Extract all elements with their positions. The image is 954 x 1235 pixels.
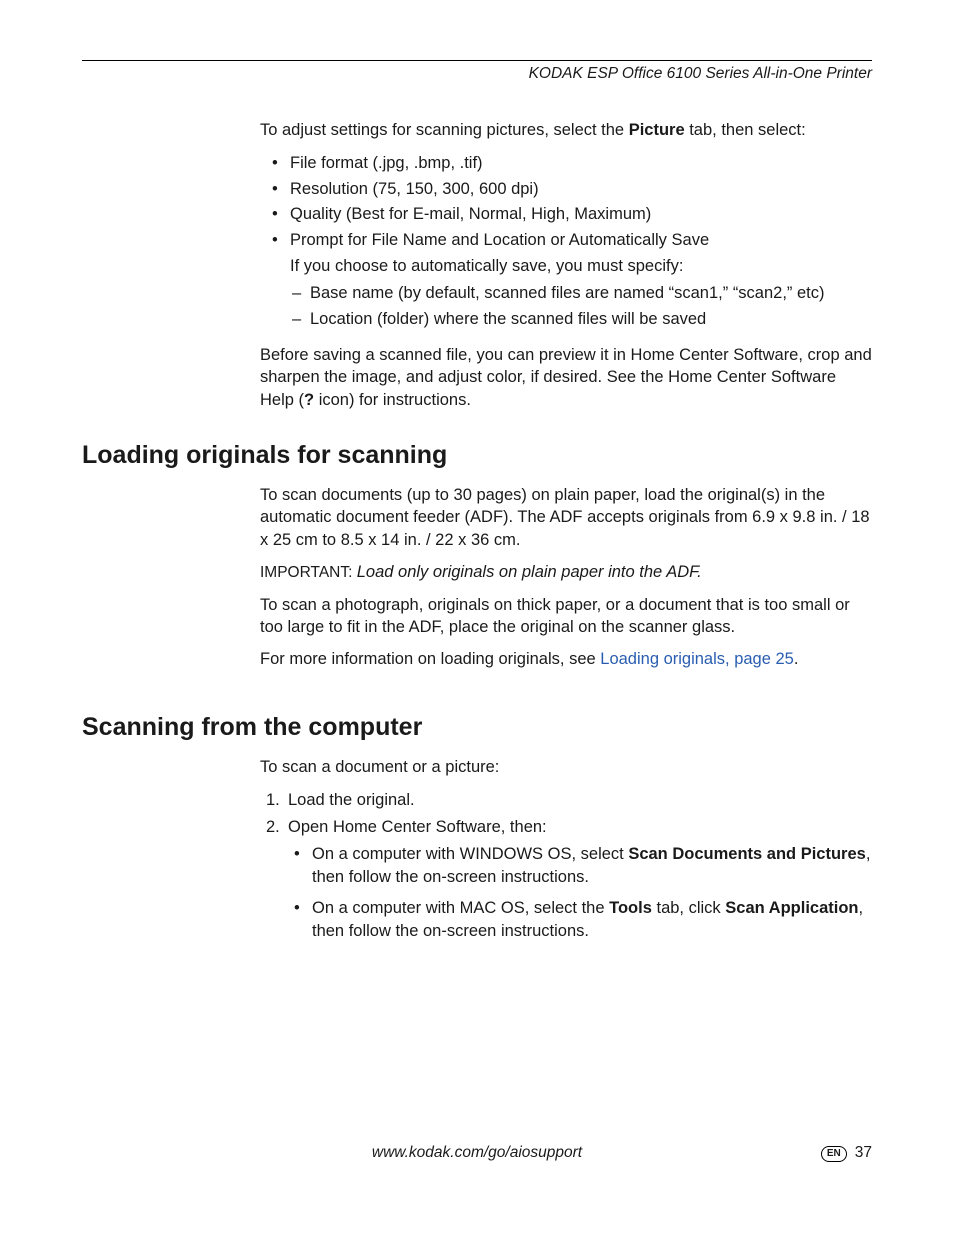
text: Prompt for File Name and Location or Aut… bbox=[290, 231, 709, 249]
list-item: File format (.jpg, .bmp, .tif) bbox=[290, 151, 872, 177]
list-item: On a computer with MAC OS, select the To… bbox=[312, 897, 872, 943]
text: On a computer with WINDOWS OS, select bbox=[312, 845, 628, 863]
scan-docs-label: Scan Documents and Pictures bbox=[628, 845, 866, 863]
tools-label: Tools bbox=[609, 899, 652, 917]
settings-list: File format (.jpg, .bmp, .tif) Resolutio… bbox=[260, 151, 872, 332]
header-title: KODAK ESP Office 6100 Series All-in-One … bbox=[82, 60, 872, 83]
sec1-important: IMPORTANT: Load only originals on plain … bbox=[260, 561, 872, 584]
footer-url: www.kodak.com/go/aiosupport bbox=[82, 1144, 872, 1162]
heading-scanning-computer: Scanning from the computer bbox=[82, 713, 872, 742]
text: On a computer with MAC OS, select the bbox=[312, 899, 609, 917]
sec1-p1: To scan documents (up to 30 pages) on pl… bbox=[260, 484, 872, 551]
sec1-p2: To scan a photograph, originals on thick… bbox=[260, 594, 872, 639]
text: tab, click bbox=[652, 899, 725, 917]
list-item: Resolution (75, 150, 300, 600 dpi) bbox=[290, 177, 872, 203]
important-label: IMPORTANT: bbox=[260, 564, 357, 581]
text: icon) for instructions. bbox=[314, 391, 471, 409]
scan-app-label: Scan Application bbox=[725, 899, 858, 917]
list-item: On a computer with WINDOWS OS, select Sc… bbox=[312, 843, 872, 889]
footer: www.kodak.com/go/aiosupport EN 37 bbox=[82, 1144, 872, 1162]
text: Open Home Center Software, then: bbox=[288, 818, 547, 836]
steps-list: Load the original. Open Home Center Soft… bbox=[260, 788, 872, 944]
list-item: Location (folder) where the scanned file… bbox=[310, 307, 872, 333]
page-number: 37 bbox=[855, 1144, 872, 1161]
text: tab, then select: bbox=[685, 121, 806, 139]
text: To adjust settings for scanning pictures… bbox=[260, 121, 629, 139]
important-text: Load only originals on plain paper into … bbox=[357, 563, 702, 581]
list-item: Prompt for File Name and Location or Aut… bbox=[290, 228, 872, 332]
lang-badge: EN bbox=[821, 1146, 847, 1162]
loading-originals-link[interactable]: Loading originals, page 25 bbox=[600, 650, 794, 668]
sec2-p1: To scan a document or a picture: bbox=[260, 756, 872, 778]
text: For more information on loading original… bbox=[260, 650, 600, 668]
list-item: Base name (by default, scanned files are… bbox=[310, 281, 872, 307]
page-content: KODAK ESP Office 6100 Series All-in-One … bbox=[82, 60, 872, 951]
list-item: Quality (Best for E-mail, Normal, High, … bbox=[290, 202, 872, 228]
text: . bbox=[794, 650, 799, 668]
list-item: Open Home Center Software, then: On a co… bbox=[278, 815, 872, 943]
picture-tab-label: Picture bbox=[629, 121, 685, 139]
list-item: Load the original. bbox=[278, 788, 872, 814]
footer-right: EN 37 bbox=[821, 1144, 872, 1162]
os-list: On a computer with WINDOWS OS, select Sc… bbox=[288, 843, 872, 943]
intro-p1: To adjust settings for scanning pictures… bbox=[260, 119, 872, 141]
sublist: Base name (by default, scanned files are… bbox=[290, 281, 872, 332]
heading-loading-originals: Loading originals for scanning bbox=[82, 441, 872, 470]
help-icon-label: ? bbox=[304, 391, 314, 409]
text: If you choose to automatically save, you… bbox=[290, 254, 872, 280]
sec1-p3: For more information on loading original… bbox=[260, 648, 872, 670]
intro-p2: Before saving a scanned file, you can pr… bbox=[260, 344, 872, 411]
